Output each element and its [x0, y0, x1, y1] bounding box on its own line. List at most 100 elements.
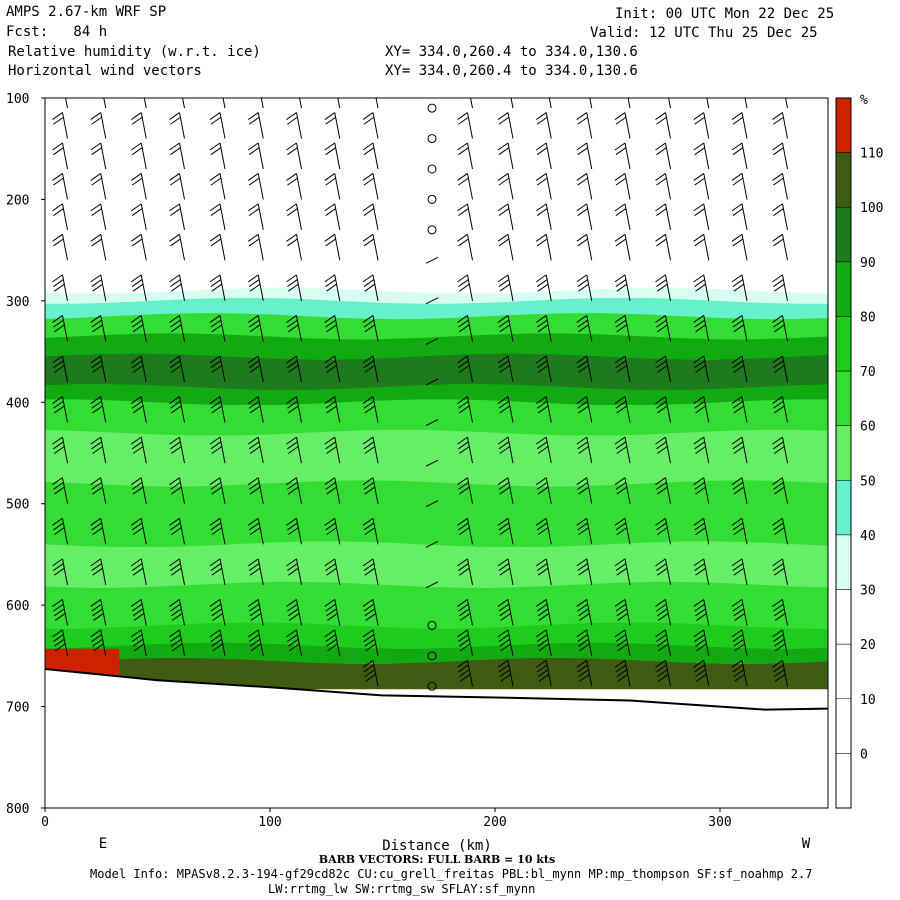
wind-barb	[785, 98, 788, 109]
wind-barb-flag	[325, 82, 335, 89]
wind-barb-flag	[211, 527, 223, 536]
wind-barb-flag	[535, 233, 547, 242]
wind-barb-flag	[733, 608, 745, 617]
colorbar-label: 110	[860, 147, 883, 162]
wind-barb-flag	[457, 355, 468, 364]
wind-barb	[372, 173, 379, 200]
wind-barb-flag	[733, 446, 745, 454]
wind-barb-flag	[458, 563, 469, 571]
wind-barb-flag	[731, 233, 743, 242]
wind-barb	[703, 274, 710, 301]
wind-barb-flag	[498, 664, 510, 673]
wind-barb-flag	[457, 274, 468, 283]
wind-barb-flag	[210, 603, 222, 612]
wind-barb-flag	[286, 173, 297, 181]
wind-barb-flag	[656, 319, 667, 328]
wind-barb-flag	[212, 613, 223, 621]
wind-barb-flag	[457, 558, 468, 567]
wind-barb	[62, 396, 68, 423]
wind-barb	[140, 142, 147, 170]
wind-barb-flag	[458, 603, 469, 612]
wind-barb	[507, 142, 514, 170]
wind-barb	[62, 558, 68, 585]
wind-barb-flag	[326, 446, 337, 454]
wind-barb-flag	[92, 446, 103, 454]
wind-barb	[782, 234, 788, 261]
wind-barb-flag	[616, 324, 628, 333]
wind-barb-flag	[695, 567, 706, 576]
wind-barb	[545, 203, 552, 230]
wind-barb-flag	[732, 82, 742, 89]
wind-barb-flag	[362, 233, 374, 242]
wind-barb-flag	[498, 441, 510, 450]
wind-barb-flag	[577, 522, 588, 531]
wind-barb-flag	[536, 634, 548, 642]
wind-barb-flag	[288, 364, 299, 373]
wind-barb-flag	[459, 283, 470, 292]
wind-barb-flag	[655, 629, 666, 638]
wind-barb-flag	[773, 634, 784, 642]
wind-barb-flag	[130, 274, 142, 283]
wind-barb-flag	[170, 603, 181, 612]
wind-barb-flag	[247, 233, 259, 242]
wind-barb-flag	[324, 517, 336, 526]
wind-barb-flag	[576, 173, 588, 181]
wind-barb-flag	[131, 279, 143, 287]
wind-barb-flag	[211, 283, 223, 292]
wind-barb-flag	[536, 603, 548, 612]
wind-barb-flag	[656, 279, 667, 287]
wind-barb-flag	[362, 477, 374, 486]
wind-barb-flag	[578, 446, 589, 454]
wind-barb-flag	[91, 522, 102, 531]
wind-barb-flag	[459, 608, 470, 617]
wind-barb-flag	[535, 659, 547, 668]
wind-barb-flag	[209, 203, 221, 212]
wind-barb	[624, 558, 631, 585]
wind-barb-flag	[499, 486, 511, 495]
wind-barb	[100, 315, 107, 342]
wind-barb-flag	[90, 477, 102, 486]
wind-barb-flag	[731, 355, 743, 364]
wind-barb	[624, 437, 631, 464]
wind-barb-flag	[536, 279, 548, 287]
wind-barb-flag	[616, 364, 628, 373]
wind-barb	[545, 629, 552, 656]
wind-barb-flag	[655, 599, 666, 607]
wind-barb	[65, 98, 68, 109]
wind-barb-flag	[693, 558, 705, 567]
wind-barb-flag	[209, 315, 221, 323]
wind-barb-flag	[537, 405, 549, 414]
wind-barb	[100, 396, 107, 423]
wind-barb-flag	[363, 400, 375, 409]
wind-barb-flag	[657, 669, 668, 678]
wind-barb-flag	[326, 364, 337, 373]
wind-barb-flag	[170, 441, 181, 450]
wind-barb	[703, 355, 710, 383]
wind-barb-flag	[209, 142, 221, 151]
wind-barb-flag	[614, 315, 626, 323]
rh-layer-9	[45, 541, 828, 588]
wind-barb-flag	[211, 486, 223, 495]
wind-barb-flag	[499, 364, 511, 373]
wind-barb	[62, 477, 68, 504]
wind-barb-flag	[774, 446, 785, 454]
wind-barb-flag	[92, 608, 103, 617]
wind-barb-flag	[52, 558, 63, 567]
wind-barb-flag	[499, 608, 511, 617]
wind-barb-flag	[288, 638, 299, 647]
wind-barb-flag	[170, 208, 181, 216]
wind-barb-flag	[362, 315, 374, 323]
wind-barb	[545, 599, 552, 626]
wind-barb-flag	[171, 638, 182, 647]
wind-barb	[334, 518, 341, 545]
wind-barb	[586, 396, 593, 423]
wind-barb-flag	[53, 522, 64, 531]
terrain-surface-line	[45, 668, 828, 711]
wind-barb-flag	[54, 405, 65, 414]
wind-barb	[257, 477, 264, 504]
wind-barb-flag	[131, 116, 143, 125]
wind-barb-flag	[577, 208, 588, 216]
wind-barb	[665, 355, 671, 383]
colorbar-swatch	[835, 152, 852, 208]
wind-barb-flag	[459, 673, 471, 682]
